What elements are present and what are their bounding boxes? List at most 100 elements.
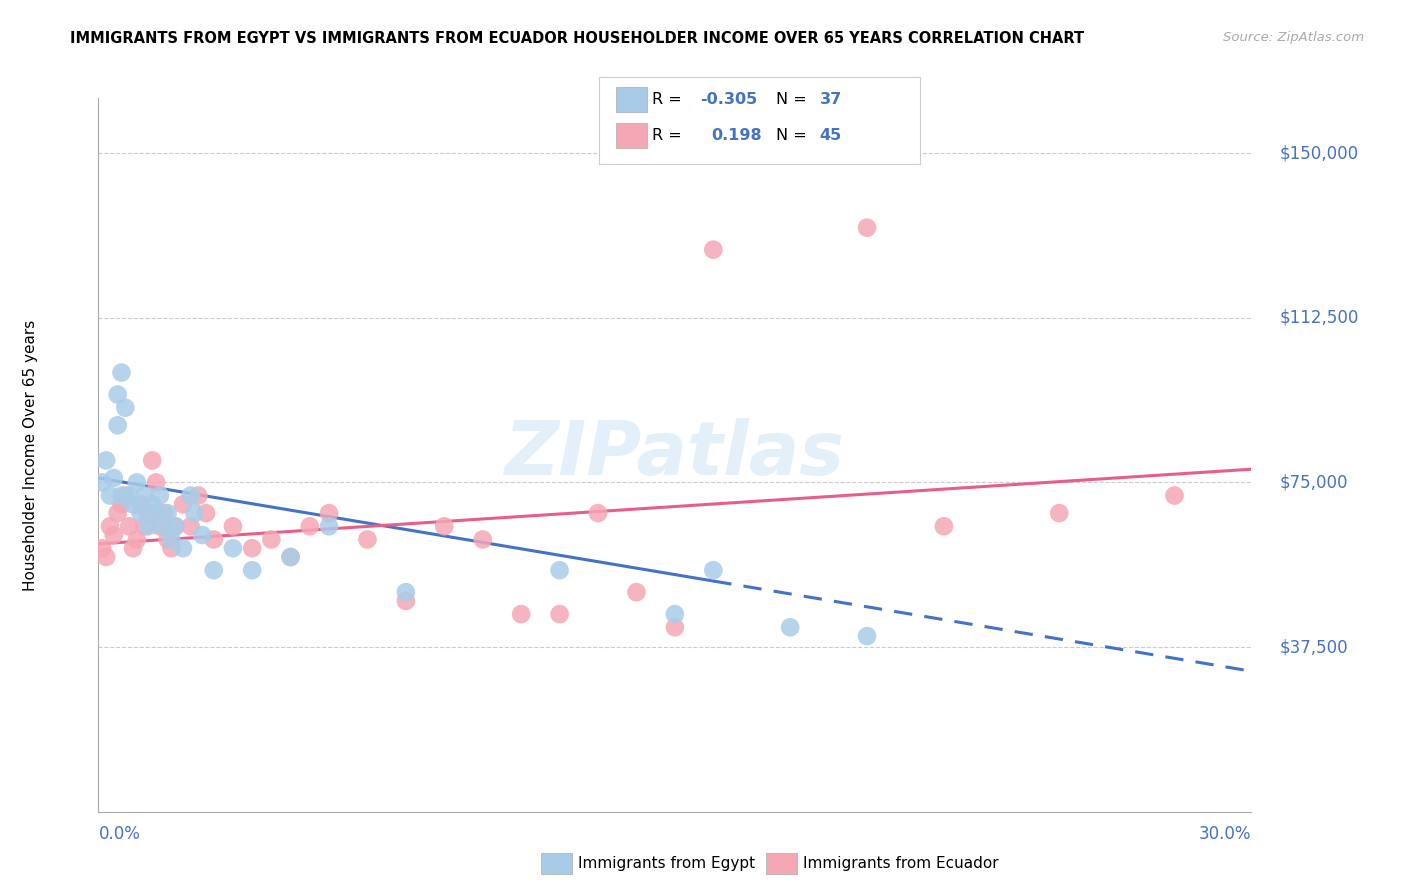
Point [110, 489, 132, 503]
Text: 0.198: 0.198 [711, 128, 762, 143]
Text: $37,500: $37,500 [1279, 638, 1348, 656]
Point [191, 528, 214, 542]
Point [145, 475, 167, 490]
Point [280, 549, 302, 564]
Point [548, 607, 571, 621]
Point [356, 533, 378, 547]
Point [165, 519, 187, 533]
Point [156, 506, 179, 520]
Point [240, 563, 263, 577]
Point [779, 620, 801, 634]
Point [114, 489, 136, 503]
Point [202, 533, 225, 547]
Text: -0.305: -0.305 [700, 93, 758, 107]
Point [122, 497, 145, 511]
Point [932, 519, 955, 533]
Point [318, 519, 340, 533]
Point [702, 563, 724, 577]
Point [107, 418, 129, 433]
Point [129, 497, 152, 511]
Point [138, 519, 160, 533]
Point [433, 519, 456, 533]
Point [395, 594, 418, 608]
Text: $75,000: $75,000 [1279, 474, 1348, 491]
Text: ZIPatlas: ZIPatlas [505, 418, 845, 491]
Point [91, 475, 114, 490]
Point [856, 629, 879, 643]
Point [172, 497, 194, 511]
Point [260, 533, 283, 547]
Point [107, 387, 129, 401]
Point [548, 563, 571, 577]
Point [856, 220, 879, 235]
Point [664, 607, 686, 621]
Point [114, 401, 136, 415]
Point [122, 541, 145, 556]
Point [172, 541, 194, 556]
Point [202, 563, 225, 577]
Point [149, 489, 172, 503]
Point [180, 519, 202, 533]
Text: Source: ZipAtlas.com: Source: ZipAtlas.com [1223, 31, 1364, 45]
Point [98, 519, 121, 533]
Point [110, 497, 132, 511]
Point [160, 541, 183, 556]
Point [134, 519, 156, 533]
Text: Immigrants from Ecuador: Immigrants from Ecuador [803, 856, 998, 871]
Point [145, 506, 167, 520]
Point [129, 506, 152, 520]
Text: 0.0%: 0.0% [98, 825, 141, 843]
Text: $112,500: $112,500 [1279, 309, 1358, 326]
Point [280, 549, 302, 564]
Point [91, 541, 114, 556]
Point [138, 506, 160, 520]
Point [183, 506, 205, 520]
Point [298, 519, 321, 533]
Point [702, 243, 724, 257]
Point [118, 519, 141, 533]
Point [187, 489, 209, 503]
Text: 37: 37 [820, 93, 842, 107]
Point [626, 585, 648, 599]
Point [94, 549, 117, 564]
Point [141, 453, 163, 467]
Point [195, 506, 218, 520]
Point [586, 506, 609, 520]
Point [471, 533, 494, 547]
Point [152, 519, 174, 533]
Point [98, 489, 121, 503]
Text: Householder Income Over 65 years: Householder Income Over 65 years [24, 319, 38, 591]
Text: IMMIGRANTS FROM EGYPT VS IMMIGRANTS FROM ECUADOR HOUSEHOLDER INCOME OVER 65 YEAR: IMMIGRANTS FROM EGYPT VS IMMIGRANTS FROM… [70, 31, 1084, 46]
Text: N =: N = [776, 93, 813, 107]
Point [222, 541, 245, 556]
Point [125, 533, 148, 547]
Text: R =: R = [652, 93, 688, 107]
Text: 45: 45 [820, 128, 842, 143]
Point [240, 541, 263, 556]
Point [318, 506, 340, 520]
Text: N =: N = [776, 128, 813, 143]
Point [110, 366, 132, 380]
Text: Immigrants from Egypt: Immigrants from Egypt [578, 856, 755, 871]
Point [1163, 489, 1185, 503]
Point [152, 506, 174, 520]
Point [664, 620, 686, 634]
Point [94, 453, 117, 467]
Text: R =: R = [652, 128, 688, 143]
Point [107, 506, 129, 520]
Point [134, 489, 156, 503]
Point [222, 519, 245, 533]
Text: $150,000: $150,000 [1279, 144, 1358, 162]
Point [1047, 506, 1070, 520]
Point [103, 528, 125, 542]
Point [395, 585, 418, 599]
Point [160, 533, 183, 547]
Point [118, 489, 141, 503]
Point [510, 607, 533, 621]
Text: 30.0%: 30.0% [1199, 825, 1251, 843]
Point [165, 519, 187, 533]
Point [141, 497, 163, 511]
Point [180, 489, 202, 503]
Point [103, 471, 125, 485]
Point [156, 533, 179, 547]
